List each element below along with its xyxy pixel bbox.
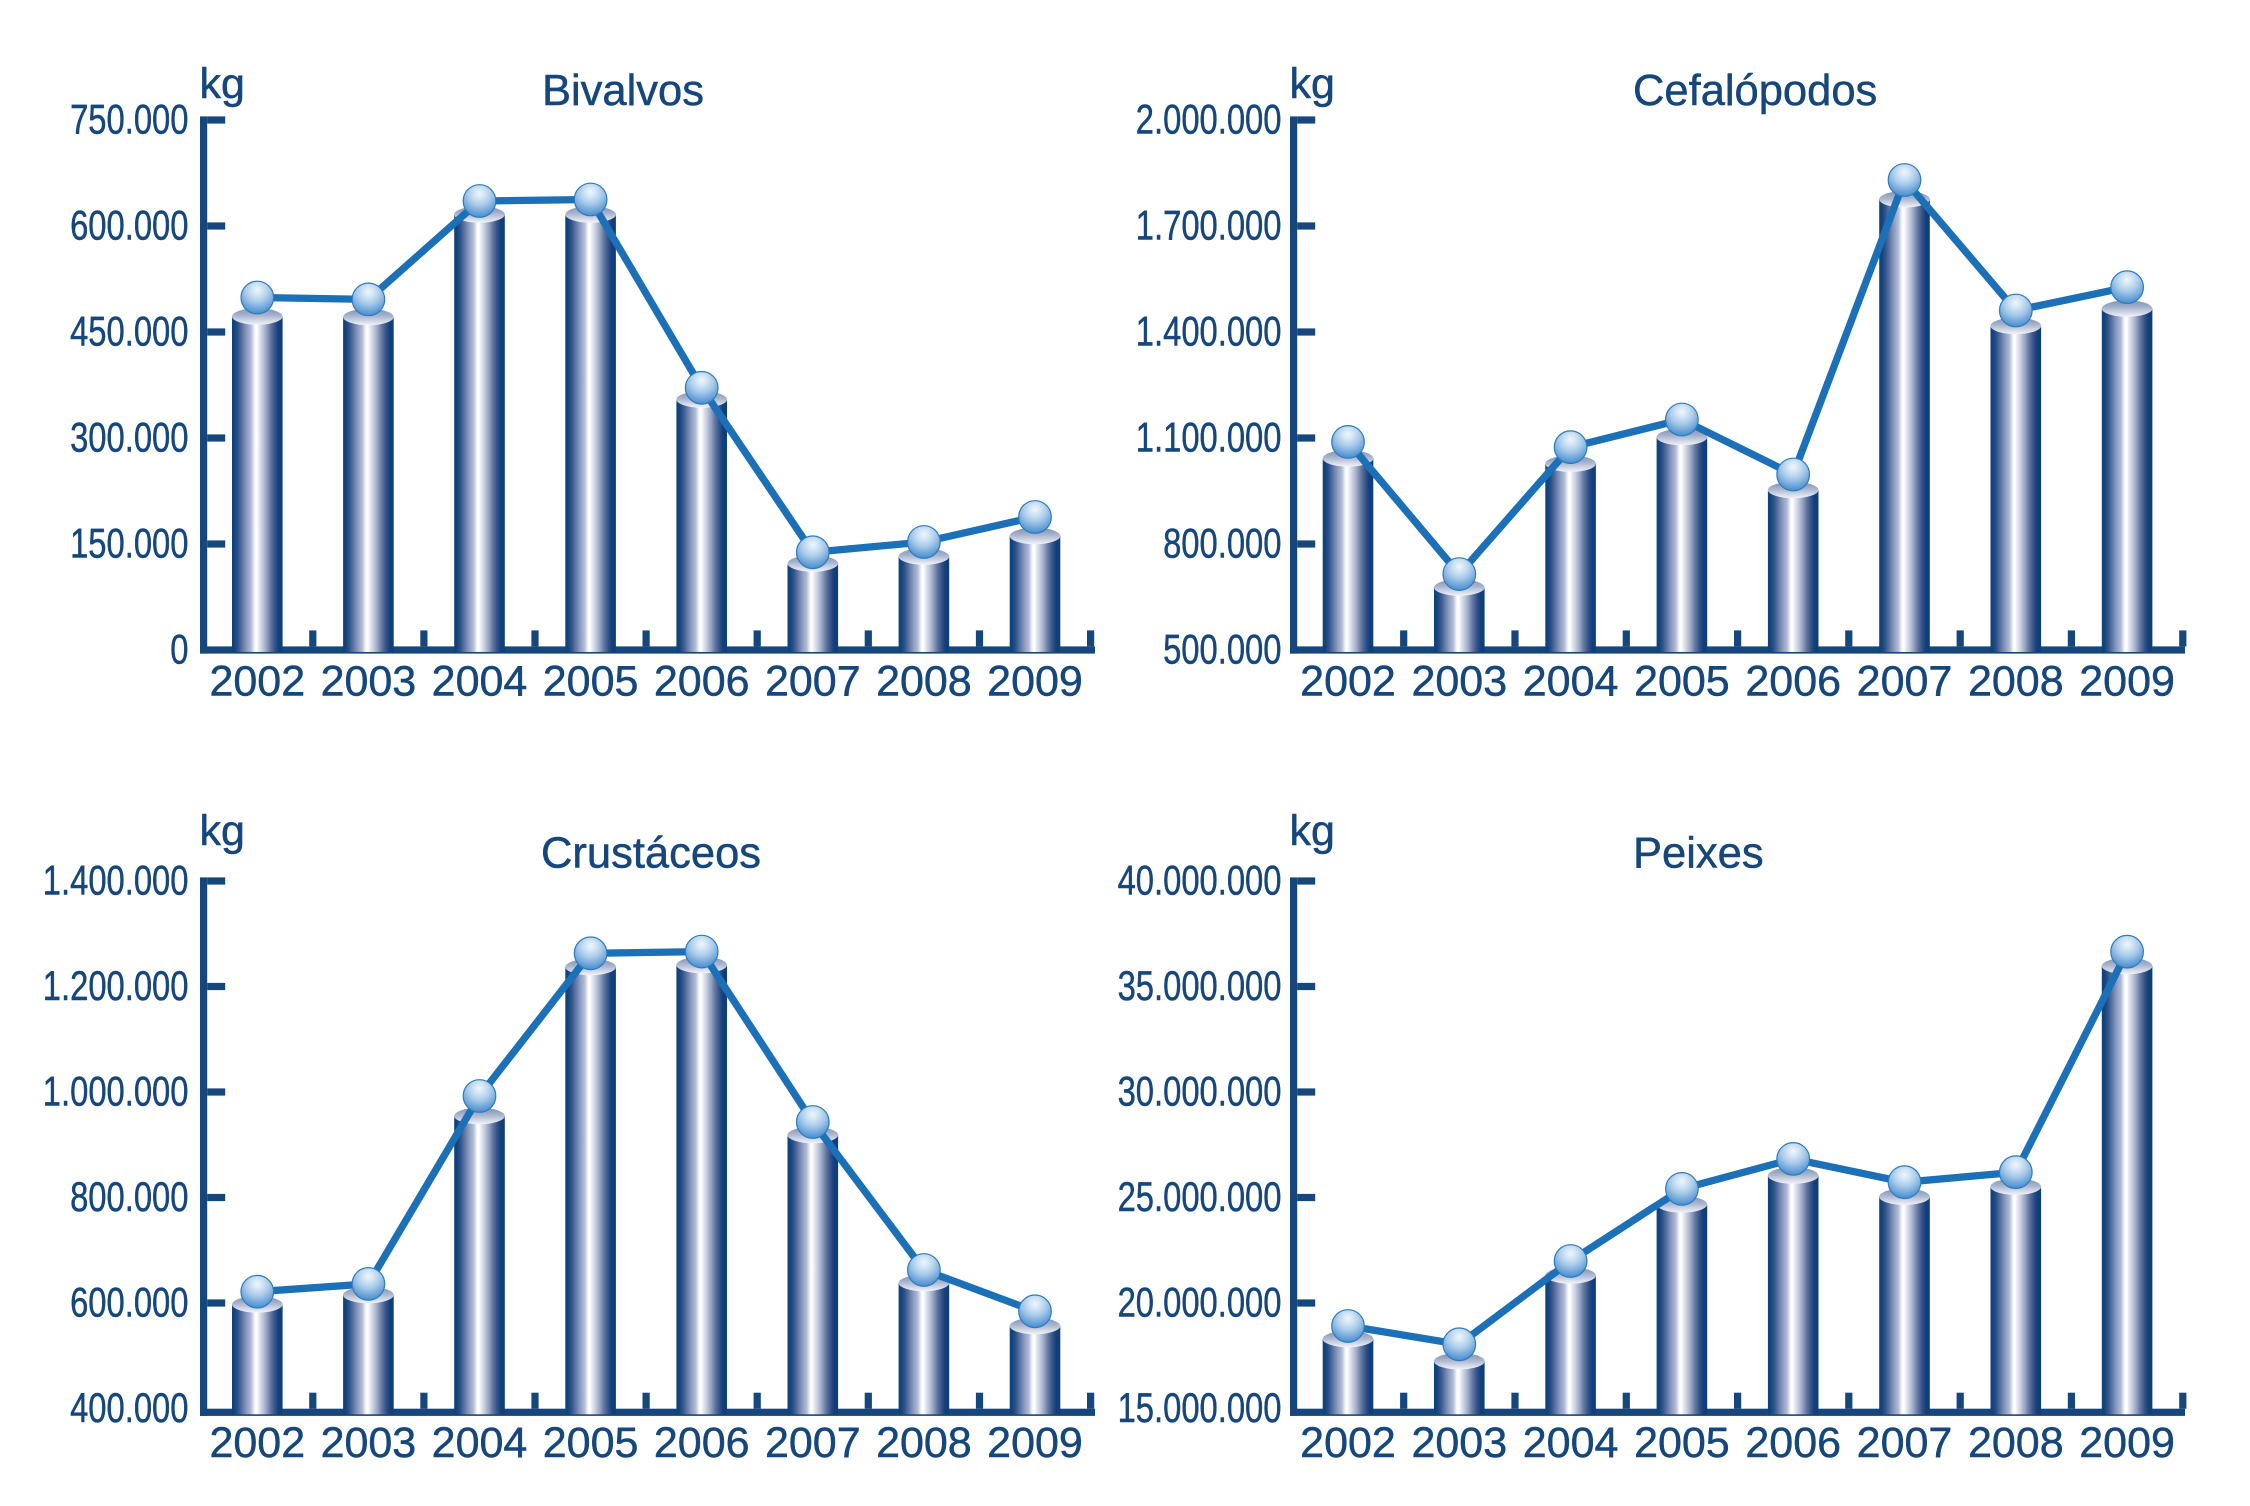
svg-text:kg: kg <box>1290 807 1335 855</box>
svg-text:Bivalvos: Bivalvos <box>542 67 704 115</box>
svg-text:2004: 2004 <box>432 1419 528 1467</box>
svg-text:2002: 2002 <box>209 1419 305 1467</box>
svg-text:1.200.000: 1.200.000 <box>43 962 189 1009</box>
svg-text:2006: 2006 <box>654 658 750 706</box>
svg-text:Cefalópodos: Cefalópodos <box>1633 67 1877 115</box>
svg-text:kg: kg <box>1290 60 1335 108</box>
svg-text:15.000.000: 15.000.000 <box>1118 1384 1282 1431</box>
svg-text:kg: kg <box>200 807 245 855</box>
svg-text:800.000: 800.000 <box>1163 520 1281 567</box>
svg-text:25.000.000: 25.000.000 <box>1118 1173 1282 1220</box>
svg-text:1.000.000: 1.000.000 <box>43 1068 189 1115</box>
svg-text:0: 0 <box>170 626 188 673</box>
svg-text:2002: 2002 <box>1300 658 1396 706</box>
svg-text:800.000: 800.000 <box>70 1173 188 1220</box>
svg-text:1.400.000: 1.400.000 <box>43 857 189 904</box>
svg-text:400.000: 400.000 <box>70 1384 188 1431</box>
svg-text:2004: 2004 <box>432 658 528 706</box>
svg-text:2006: 2006 <box>654 1419 750 1467</box>
svg-text:2003: 2003 <box>1411 1419 1507 1467</box>
svg-text:20.000.000: 20.000.000 <box>1118 1279 1282 1326</box>
svg-text:2006: 2006 <box>1745 1419 1841 1467</box>
svg-text:150.000: 150.000 <box>70 520 188 567</box>
svg-text:600.000: 600.000 <box>70 1279 188 1326</box>
svg-text:2009: 2009 <box>2079 658 2175 706</box>
svg-text:30.000.000: 30.000.000 <box>1118 1068 1282 1115</box>
svg-text:2007: 2007 <box>765 1419 861 1467</box>
svg-text:2007: 2007 <box>765 658 861 706</box>
svg-text:2003: 2003 <box>321 658 417 706</box>
svg-text:2005: 2005 <box>543 1419 639 1467</box>
svg-text:2007: 2007 <box>1857 658 1953 706</box>
svg-text:2009: 2009 <box>987 1419 1083 1467</box>
svg-text:Crustáceos: Crustáceos <box>541 830 761 878</box>
svg-text:500.000: 500.000 <box>1163 626 1281 673</box>
svg-text:450.000: 450.000 <box>70 308 188 355</box>
svg-text:40.000.000: 40.000.000 <box>1118 857 1282 904</box>
svg-text:2006: 2006 <box>1745 658 1841 706</box>
svg-text:35.000.000: 35.000.000 <box>1118 962 1282 1009</box>
svg-text:2005: 2005 <box>1634 1419 1730 1467</box>
svg-text:2008: 2008 <box>876 658 972 706</box>
svg-text:2005: 2005 <box>543 658 639 706</box>
svg-text:1.400.000: 1.400.000 <box>1136 308 1282 355</box>
svg-text:2004: 2004 <box>1523 658 1619 706</box>
svg-text:750.000: 750.000 <box>70 96 188 143</box>
svg-text:kg: kg <box>200 60 245 108</box>
svg-text:2009: 2009 <box>2079 1419 2175 1467</box>
svg-text:2008: 2008 <box>876 1419 972 1467</box>
svg-text:2002: 2002 <box>1300 1419 1396 1467</box>
svg-text:2008: 2008 <box>1968 658 2064 706</box>
svg-text:2002: 2002 <box>209 658 305 706</box>
svg-text:Peixes: Peixes <box>1633 830 1764 878</box>
svg-text:2007: 2007 <box>1857 1419 1953 1467</box>
svg-text:2003: 2003 <box>1411 658 1507 706</box>
svg-text:1.700.000: 1.700.000 <box>1136 202 1282 249</box>
svg-text:2009: 2009 <box>987 658 1083 706</box>
svg-text:2005: 2005 <box>1634 658 1730 706</box>
svg-text:2003: 2003 <box>321 1419 417 1467</box>
svg-text:300.000: 300.000 <box>70 414 188 461</box>
svg-text:2004: 2004 <box>1523 1419 1619 1467</box>
svg-text:2008: 2008 <box>1968 1419 2064 1467</box>
svg-text:1.100.000: 1.100.000 <box>1136 414 1282 461</box>
svg-text:2.000.000: 2.000.000 <box>1136 96 1282 143</box>
svg-text:600.000: 600.000 <box>70 202 188 249</box>
